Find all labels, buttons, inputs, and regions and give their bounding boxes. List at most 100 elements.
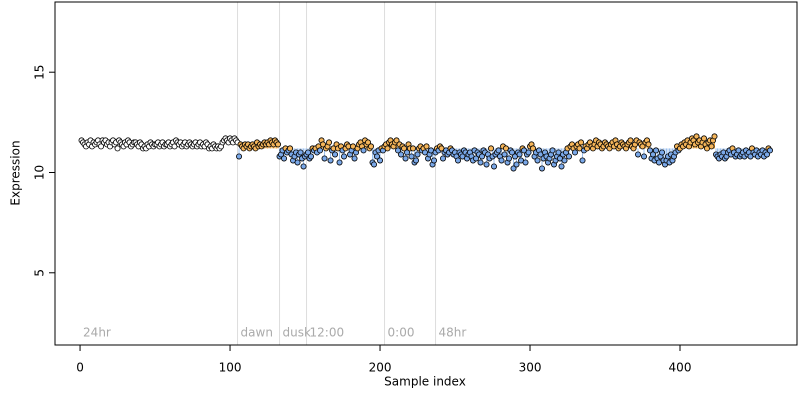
- point: [711, 133, 718, 140]
- point: [98, 143, 105, 150]
- point: [398, 151, 405, 158]
- plot-frame: [54, 1, 798, 346]
- x-tick-label: 400: [669, 361, 692, 375]
- point: [297, 149, 304, 156]
- point: [413, 157, 420, 164]
- point: [635, 151, 642, 158]
- point: [693, 133, 700, 140]
- point: [414, 151, 421, 158]
- point: [645, 141, 652, 148]
- point: [332, 151, 339, 158]
- annotation: dawn: [241, 325, 273, 339]
- point: [305, 149, 312, 156]
- point: [653, 147, 660, 154]
- point: [410, 145, 417, 152]
- point: [479, 153, 486, 160]
- point: [477, 159, 484, 166]
- point: [395, 147, 402, 154]
- point: [455, 157, 462, 164]
- y-tick-label: 15: [33, 65, 47, 80]
- point: [431, 157, 438, 164]
- point: [308, 153, 315, 160]
- point: [336, 159, 343, 166]
- point: [402, 155, 409, 162]
- point: [641, 153, 648, 160]
- point: [483, 161, 490, 168]
- point: [281, 155, 288, 162]
- x-tick-label: 300: [519, 361, 542, 375]
- point: [341, 153, 348, 160]
- point: [525, 149, 532, 156]
- y-tick-label: 10: [33, 165, 47, 180]
- point: [647, 147, 654, 154]
- point: [510, 165, 517, 172]
- point: [374, 153, 381, 160]
- point: [423, 143, 430, 150]
- point: [513, 161, 520, 168]
- point: [659, 149, 666, 156]
- point: [522, 159, 529, 166]
- point: [300, 163, 307, 170]
- point: [627, 137, 634, 144]
- point: [506, 155, 513, 162]
- point: [549, 147, 556, 154]
- y-tick-label: 5: [33, 269, 47, 277]
- point: [287, 145, 294, 152]
- point: [294, 159, 301, 166]
- point: [764, 151, 771, 158]
- annotation: dusk: [283, 325, 311, 339]
- point: [377, 157, 384, 164]
- point: [530, 145, 537, 152]
- point: [321, 155, 328, 162]
- point: [360, 147, 367, 154]
- point: [408, 153, 415, 160]
- x-axis-label: Sample index: [384, 375, 466, 389]
- point: [401, 145, 408, 152]
- annotation: 12:00: [310, 325, 345, 339]
- point: [404, 149, 411, 156]
- point: [767, 147, 774, 154]
- point: [534, 157, 541, 164]
- point: [498, 157, 505, 164]
- point: [326, 139, 333, 146]
- point: [501, 151, 508, 158]
- annotation: 24hr: [83, 325, 111, 339]
- point: [558, 163, 565, 170]
- point: [539, 165, 546, 172]
- point: [473, 155, 480, 162]
- annotation: 48hr: [439, 325, 467, 339]
- point: [491, 163, 498, 170]
- annotation: 0:00: [388, 325, 415, 339]
- point: [440, 155, 447, 162]
- point: [365, 139, 372, 146]
- point: [701, 135, 708, 142]
- point: [516, 151, 523, 158]
- point: [572, 149, 579, 156]
- point: [114, 145, 121, 152]
- point: [351, 155, 358, 162]
- x-tick-label: 100: [219, 361, 242, 375]
- point: [236, 153, 243, 160]
- point: [578, 139, 585, 146]
- point: [708, 143, 715, 150]
- point: [579, 157, 586, 164]
- x-tick-label: 200: [369, 361, 392, 375]
- point: [393, 137, 400, 144]
- point: [371, 161, 378, 168]
- point: [275, 141, 282, 148]
- point: [317, 147, 324, 154]
- point: [327, 157, 334, 164]
- point: [561, 157, 568, 164]
- point: [509, 149, 516, 156]
- point: [368, 143, 375, 150]
- y-axis-label: Expression: [9, 140, 23, 205]
- point: [566, 153, 573, 160]
- point: [639, 143, 646, 150]
- point: [488, 145, 495, 152]
- point: [650, 151, 657, 158]
- point: [384, 145, 391, 152]
- x-tick-label: 0: [76, 361, 84, 375]
- point: [495, 147, 502, 154]
